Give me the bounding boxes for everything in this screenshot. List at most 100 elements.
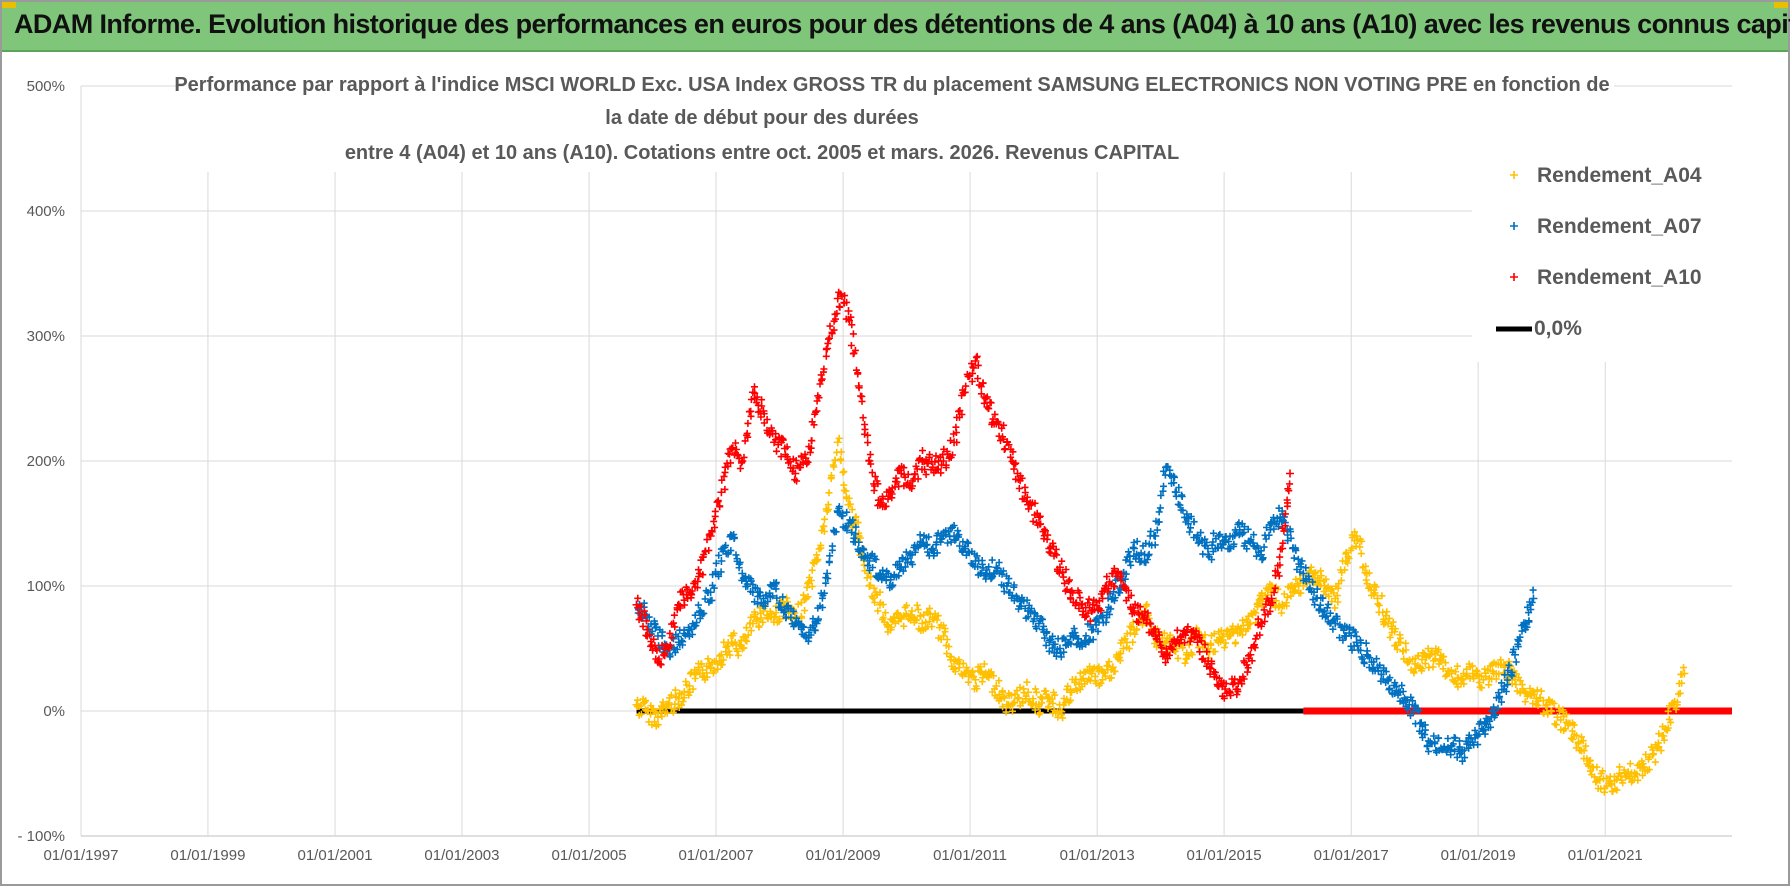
data-point-fill	[1333, 592, 1341, 600]
data-point-fill	[995, 677, 1003, 685]
data-point-fill	[1111, 583, 1119, 590]
data-point-fill	[888, 494, 896, 502]
data-point	[981, 394, 990, 403]
data-point-fill	[707, 664, 715, 672]
data-point-fill	[1608, 781, 1616, 789]
data-point-fill	[1279, 539, 1287, 547]
data-point-fill	[1117, 576, 1125, 584]
data-point-fill	[1117, 570, 1125, 578]
data-point-fill	[1306, 584, 1314, 592]
data-point-fill	[1147, 620, 1155, 628]
data-point-fill	[1443, 748, 1451, 756]
data-point-fill	[1252, 635, 1260, 643]
data-point-fill	[1322, 613, 1329, 621]
data-point-fill	[1023, 596, 1031, 604]
data-point-fill	[1348, 544, 1356, 552]
x-tick-label: 01/01/2021	[1568, 847, 1643, 864]
data-point-fill	[887, 623, 895, 631]
x-tick-label: 01/01/2013	[1060, 847, 1135, 864]
data-point-fill	[1471, 726, 1479, 734]
data-point-fill	[1487, 723, 1494, 731]
data-point-fill	[1243, 545, 1251, 553]
data-point-fill	[1414, 652, 1422, 660]
data-point-fill	[688, 587, 696, 595]
data-point-fill	[1331, 604, 1339, 612]
data-point-fill	[1258, 589, 1266, 597]
data-point-fill	[947, 538, 955, 546]
data-point-fill	[998, 570, 1006, 578]
data-point-fill	[863, 574, 871, 582]
data-point-fill	[645, 613, 653, 621]
data-point-fill	[1291, 586, 1299, 594]
data-point-fill	[1201, 631, 1209, 639]
data-point-fill	[1173, 626, 1181, 634]
data-point-fill	[1135, 618, 1142, 626]
data-point	[1246, 650, 1255, 659]
data-point-fill	[1358, 537, 1366, 545]
data-point-fill	[1660, 736, 1668, 744]
data-point-fill	[1045, 703, 1052, 711]
data-point-fill	[1192, 627, 1200, 635]
data-point-fill	[879, 614, 887, 622]
data-point-fill	[861, 425, 869, 433]
data-point-fill	[1049, 699, 1057, 707]
data-point-fill	[721, 485, 729, 493]
data-point-fill	[699, 571, 707, 579]
data-point-fill	[928, 623, 936, 631]
data-point-fill	[867, 460, 875, 468]
data-point-fill	[726, 651, 734, 659]
data-point-fill	[1082, 632, 1090, 640]
data-point-fill	[1458, 675, 1466, 683]
data-point	[854, 538, 863, 547]
data-point-fill	[912, 616, 920, 624]
data-point	[939, 457, 948, 465]
data-point-fill	[1548, 708, 1556, 715]
data-point-fill	[1326, 609, 1334, 617]
data-point-fill	[854, 519, 862, 527]
data-point-fill	[1618, 776, 1626, 784]
data-point-fill	[1582, 742, 1590, 750]
data-point-fill	[1525, 618, 1533, 626]
data-point	[1098, 594, 1107, 603]
data-point-fill	[1287, 528, 1295, 536]
data-point-fill	[637, 602, 645, 610]
data-point-fill	[1634, 776, 1642, 784]
data-point	[1426, 650, 1435, 659]
data-point-fill	[705, 660, 713, 667]
data-point-fill	[742, 624, 750, 632]
data-point-fill	[1211, 668, 1219, 676]
data-point	[1606, 779, 1615, 788]
data-point-fill	[1009, 448, 1017, 456]
data-point-fill	[968, 378, 976, 385]
data-point-fill	[1127, 591, 1135, 599]
data-point-fill	[1041, 634, 1049, 642]
data-point-fill	[1175, 640, 1183, 648]
data-point-fill	[1103, 573, 1111, 581]
legend-label: Rendement_A07	[1537, 215, 1702, 238]
data-point-fill	[703, 673, 711, 681]
data-point-fill	[1268, 599, 1276, 607]
data-point-fill	[1276, 561, 1284, 569]
data-point-fill	[682, 678, 690, 685]
data-point-fill	[1261, 618, 1269, 625]
data-point-fill	[990, 672, 997, 680]
data-point-fill	[733, 555, 741, 563]
data-point-fill	[969, 667, 977, 675]
data-point-fill	[1579, 737, 1587, 745]
x-tick-label: 01/01/2003	[424, 847, 499, 864]
data-point	[833, 438, 842, 447]
data-point-fill	[1339, 636, 1347, 644]
corner-marker-right	[1774, 2, 1788, 8]
data-point-fill	[725, 647, 733, 655]
data-point	[653, 713, 662, 722]
data-point-fill	[793, 477, 801, 485]
data-point-fill	[1037, 520, 1045, 528]
data-point-fill	[1518, 681, 1526, 689]
data-point-fill	[1342, 548, 1350, 556]
data-point-fill	[987, 399, 995, 407]
data-point-fill	[1285, 487, 1293, 495]
data-point-fill	[732, 439, 739, 447]
data-point-fill	[734, 651, 742, 659]
data-point-fill	[732, 446, 740, 453]
data-point-fill	[882, 502, 890, 510]
